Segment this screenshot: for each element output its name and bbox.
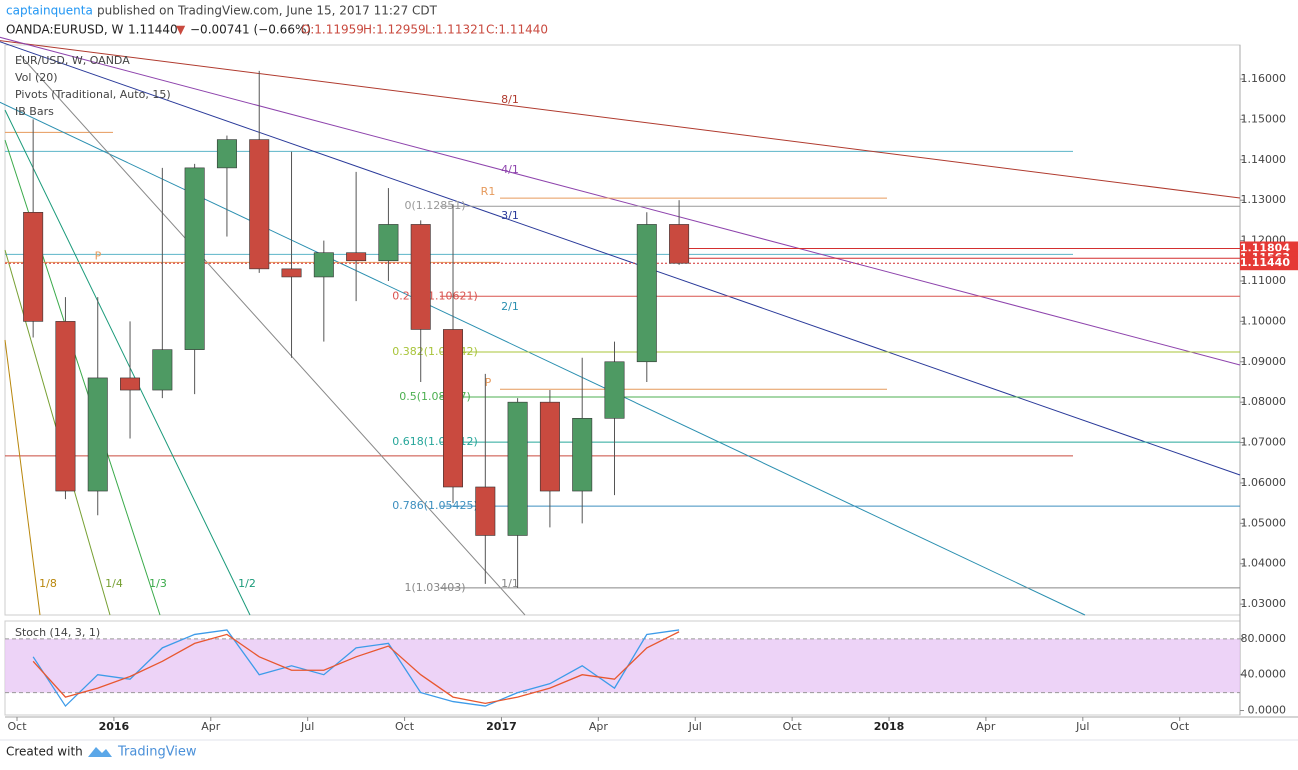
stoch-title: Stoch (14, 3, 1) xyxy=(15,626,100,639)
y-tick-label: 40.0000 xyxy=(1241,668,1287,681)
pivot-label: R1 xyxy=(481,185,496,198)
x-tick-label: Jul xyxy=(1075,720,1089,733)
ohlc: C:1.11440 xyxy=(486,23,548,37)
price-tag xyxy=(1240,256,1298,271)
candle-body xyxy=(443,329,464,488)
fan-label: 1/3 xyxy=(149,577,167,590)
y-tick-label: 1.06000 xyxy=(1241,476,1287,489)
brand-logo xyxy=(88,747,112,757)
x-tick-label: Oct xyxy=(7,720,27,733)
legend-item: EUR/USD, W, OANDA xyxy=(15,54,130,67)
y-tick-label: 1.16000 xyxy=(1241,72,1287,85)
y-tick-label: 1.13000 xyxy=(1241,193,1287,206)
fan-label: 1/8 xyxy=(39,577,57,590)
stoch-line xyxy=(32,629,680,708)
fib-label: 0.236(1.10621) xyxy=(392,289,478,302)
fan-line xyxy=(19,54,526,616)
x-tick-label: 2017 xyxy=(486,720,517,733)
candle-body xyxy=(410,224,431,330)
fan-label: 1/1 xyxy=(501,577,519,590)
candle-body xyxy=(23,212,44,322)
candle-body xyxy=(87,377,108,492)
candle-body xyxy=(184,167,205,350)
candle-body xyxy=(604,361,625,419)
arrow: ▼ xyxy=(176,23,186,37)
y-tick-label: 1.07000 xyxy=(1241,436,1287,449)
ohlc: H:1.12959 xyxy=(363,23,426,37)
candle-body xyxy=(313,252,334,278)
x-tick-label: 2016 xyxy=(99,720,130,733)
y-tick-label: 1.11000 xyxy=(1241,274,1287,287)
pivot-label: P xyxy=(485,376,492,389)
ohlc: L:1.11321 xyxy=(425,23,485,37)
candle-body xyxy=(539,401,560,492)
candle-body xyxy=(120,377,141,391)
candle-body xyxy=(216,139,237,169)
y-tick-label: 1.08000 xyxy=(1241,395,1287,408)
fan-label: 3/1 xyxy=(501,209,519,222)
fib-label: 1(1.03403) xyxy=(404,581,465,594)
fib-label: 0.618(1.07012) xyxy=(392,435,478,448)
fib-label: 0.382(1.09242) xyxy=(392,345,478,358)
y-tick-label: 1.05000 xyxy=(1241,516,1287,529)
y-tick-label: 1.10000 xyxy=(1241,314,1287,327)
last: 1.11440 xyxy=(128,23,178,37)
stoch-line xyxy=(32,631,680,705)
x-tick-label: 2018 xyxy=(874,720,905,733)
x-tick-label: Jul xyxy=(688,720,702,733)
fan-line xyxy=(4,109,251,616)
candle-body xyxy=(669,224,690,264)
candle-body xyxy=(346,252,367,262)
y-tick-label: 80.0000 xyxy=(1241,632,1287,645)
x-tick-label: Oct xyxy=(395,720,415,733)
fib-label: 0.786(1.05425) xyxy=(392,499,478,512)
x-tick-label: Jul xyxy=(300,720,314,733)
price-tag-label: 1.11440 xyxy=(1240,256,1290,269)
fan-line xyxy=(4,339,41,616)
y-tick-label: 0.0000 xyxy=(1248,704,1287,717)
x-tick-label: Apr xyxy=(976,720,996,733)
fib-label: 0(1.12851) xyxy=(404,199,465,212)
candle-body xyxy=(55,321,76,492)
y-tick-label: 1.03000 xyxy=(1241,597,1287,610)
x-tick-label: Apr xyxy=(201,720,221,733)
fan-line xyxy=(0,41,1241,476)
candle-body xyxy=(636,224,657,363)
fan-label: 1/2 xyxy=(238,577,256,590)
change: −0.00741 (−0.66%) xyxy=(190,23,311,37)
y-tick-label: 1.15000 xyxy=(1241,112,1287,125)
candle-body xyxy=(281,268,302,278)
fan-line xyxy=(0,40,1241,199)
candle-body xyxy=(507,401,528,536)
fan-label: 4/1 xyxy=(501,163,519,176)
published: published on TradingView.com, June 15, 2… xyxy=(97,4,438,18)
x-tick-label: Oct xyxy=(1170,720,1190,733)
fan-label: 8/1 xyxy=(501,93,519,106)
author-link[interactable]: captainquenta xyxy=(6,4,93,18)
footer-text: Created with xyxy=(6,745,83,759)
fan-label: 1/4 xyxy=(105,577,123,590)
fan-line xyxy=(0,101,1086,616)
fan-line xyxy=(0,36,1241,366)
stoch-band xyxy=(5,638,1240,693)
y-tick-label: 1.09000 xyxy=(1241,355,1287,368)
pivot-label: P xyxy=(95,249,102,262)
legend-item: Vol (20) xyxy=(15,71,58,84)
x-tick-label: Oct xyxy=(783,720,803,733)
brand-link[interactable]: TradingView xyxy=(117,745,197,760)
candle-body xyxy=(152,349,173,391)
y-tick-label: 1.14000 xyxy=(1241,153,1287,166)
candle-body xyxy=(475,486,496,536)
fan-label: 2/1 xyxy=(501,300,519,313)
x-tick-label: Apr xyxy=(589,720,609,733)
ohlc: O:1.11959 xyxy=(301,23,364,37)
symbol: OANDA:EURUSD, W xyxy=(6,23,123,37)
candle-body xyxy=(249,139,270,270)
candle-body xyxy=(572,418,593,492)
candle-body xyxy=(378,224,399,262)
legend-item: Pivots (Traditional, Auto, 15) xyxy=(15,88,171,101)
legend-item: IB Bars xyxy=(15,105,54,118)
y-tick-label: 1.04000 xyxy=(1241,557,1287,570)
